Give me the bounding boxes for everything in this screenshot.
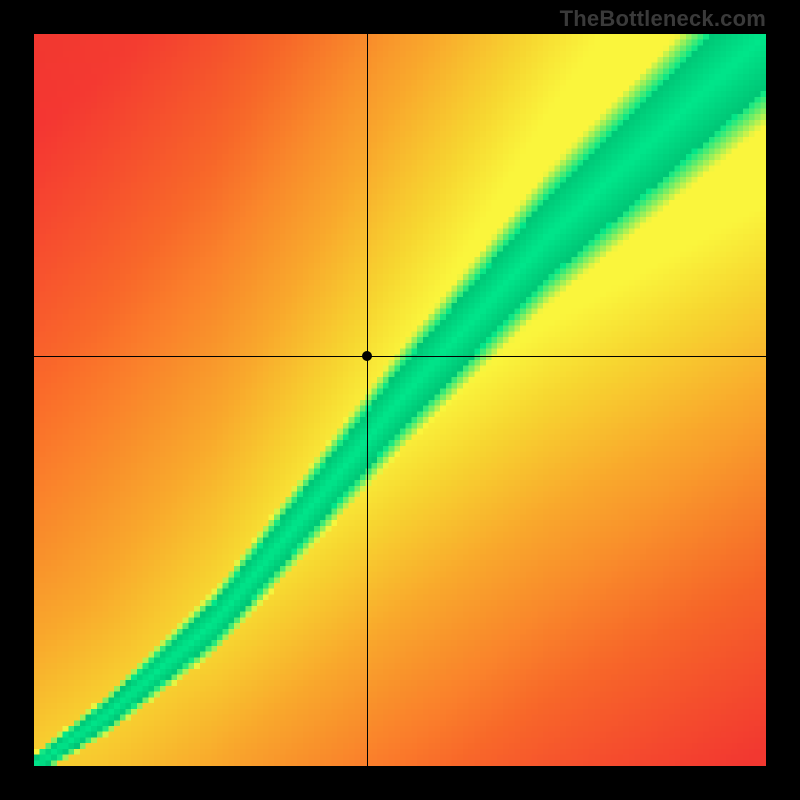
plot-frame: [34, 34, 766, 766]
heatmap-canvas: [34, 34, 766, 766]
watermark-text: TheBottleneck.com: [560, 6, 766, 32]
marker-dot: [362, 351, 372, 361]
crosshair-horizontal: [34, 356, 766, 357]
crosshair-vertical: [367, 34, 368, 766]
